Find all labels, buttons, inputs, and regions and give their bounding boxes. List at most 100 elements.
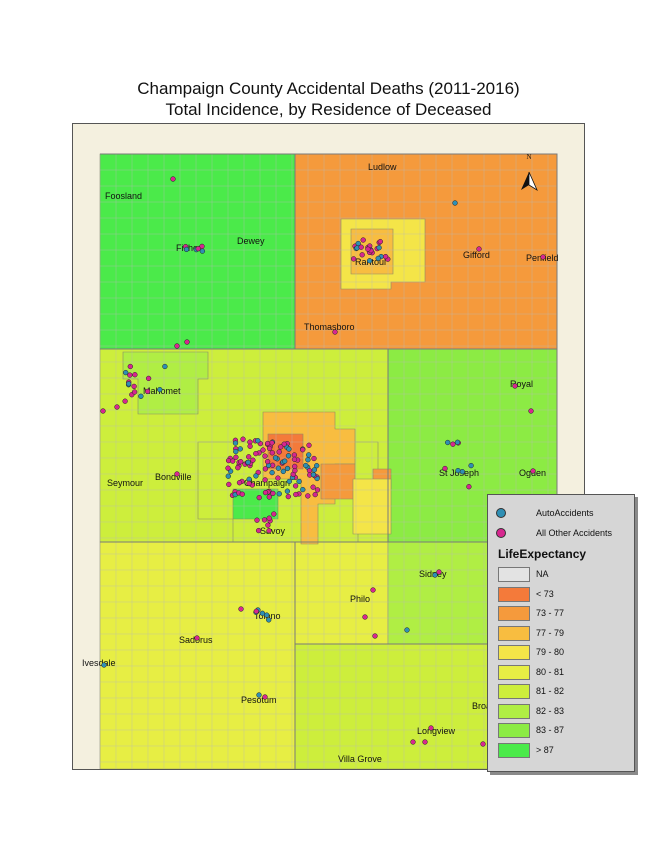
- place-label: Ludlow: [368, 162, 397, 172]
- other-accidents-marker-icon: [496, 528, 506, 538]
- auto-accident-point: [375, 255, 381, 262]
- place-label: Royal: [510, 379, 533, 389]
- place-label: Pesotum: [241, 695, 277, 705]
- other-accident-point: [332, 329, 338, 335]
- other-accident-point: [239, 491, 245, 497]
- auto-accident-point: [275, 465, 282, 471]
- other-accident-point: [246, 480, 252, 487]
- auto-accident-point: [245, 459, 251, 466]
- auto-accident-point: [459, 469, 466, 475]
- other-accident-point: [271, 511, 277, 517]
- other-accident-point: [174, 343, 180, 349]
- other-accident-point: [174, 471, 180, 477]
- other-accident-point: [530, 468, 536, 474]
- map-frame: N Foosland Fisher Dewey Ludlow Rantoul G…: [72, 123, 585, 770]
- other-accident-point: [195, 246, 201, 252]
- auto-accident-point: [454, 439, 461, 445]
- other-accident-point: [246, 454, 252, 460]
- place-label: Savoy: [260, 526, 286, 536]
- auto-accident-point: [284, 488, 291, 494]
- other-accident-point: [250, 457, 256, 463]
- auto-accident-point: [445, 439, 451, 446]
- legend-swatch: [498, 586, 530, 602]
- other-accident-point: [145, 375, 152, 382]
- other-accident-point: [266, 515, 272, 521]
- place-label: Dewey: [237, 236, 265, 246]
- other-accident-point: [265, 522, 271, 528]
- auto-accident-point: [314, 463, 320, 469]
- other-accident-point: [476, 246, 482, 252]
- legend-class-label: NA: [536, 569, 549, 579]
- other-accident-point: [170, 176, 176, 182]
- place-label: Ivesdale: [82, 658, 116, 668]
- region-south-central: [294, 541, 389, 645]
- legend-class-label: 82 - 83: [536, 705, 565, 716]
- auto-accident-point: [101, 662, 107, 668]
- other-accident-point: [359, 252, 365, 258]
- place-label: Philo: [350, 594, 370, 604]
- auto-accident-point: [282, 458, 288, 464]
- other-accident-point: [358, 244, 364, 250]
- other-accident-point: [226, 481, 232, 488]
- other-accident-point: [372, 633, 378, 639]
- auto-accident-point: [138, 393, 144, 399]
- other-accident-point: [300, 447, 306, 453]
- other-accident-point: [262, 694, 268, 700]
- other-accident-point: [512, 383, 518, 389]
- other-accident-point: [194, 635, 200, 641]
- other-accident-point: [305, 493, 311, 499]
- other-accident-point: [233, 454, 239, 460]
- other-accident-point: [127, 372, 133, 378]
- other-accident-point: [253, 608, 259, 614]
- other-accident-point: [261, 517, 268, 523]
- auto-accident-point: [237, 446, 243, 452]
- other-accident-point: [253, 450, 259, 457]
- other-accident-point: [264, 440, 271, 447]
- auto-accident-point: [452, 200, 458, 206]
- other-accident-point: [311, 455, 317, 462]
- other-accident-point: [312, 491, 318, 498]
- auto-accident-point: [259, 610, 266, 616]
- other-accident-point: [278, 444, 284, 450]
- other-accident-point: [362, 614, 368, 620]
- legend-swatch: [498, 664, 530, 680]
- auto-accident-point: [311, 467, 318, 473]
- auto-accident-point: [303, 462, 309, 469]
- legend-swatch: [498, 645, 530, 660]
- other-accident-point: [262, 489, 269, 496]
- legend-swatch: [498, 703, 530, 719]
- legend-class-label: 77 - 79: [536, 627, 565, 638]
- place-label: Champaign: [244, 478, 290, 488]
- other-accidents-label: All Other Accidents: [536, 528, 613, 538]
- other-accident-point: [450, 441, 456, 447]
- region-mahomet: [122, 351, 209, 415]
- auto-accident-point: [183, 246, 190, 253]
- map-title-line2: Total Incidence, by Residence of Decease…: [165, 100, 492, 119]
- other-accident-point: [365, 246, 371, 252]
- other-accident-point: [528, 408, 534, 414]
- other-accident-point: [382, 253, 389, 260]
- place-label: Gifford: [463, 250, 490, 260]
- other-accident-point: [260, 447, 266, 453]
- other-accident-point: [350, 256, 357, 262]
- other-accident-point: [127, 363, 133, 370]
- other-accident-point: [240, 436, 246, 442]
- legend-class-label: < 73: [536, 588, 554, 599]
- other-accident-point: [314, 487, 321, 493]
- other-accident-point: [266, 494, 272, 500]
- legend-swatch: [498, 684, 530, 699]
- other-accident-point: [292, 483, 299, 489]
- other-accident-point: [275, 475, 281, 481]
- auto-accident-point: [253, 473, 259, 479]
- legend-class-label: 79 - 80: [536, 647, 565, 657]
- other-accident-point: [422, 739, 428, 745]
- other-accident-point: [256, 494, 262, 501]
- other-accident-point: [281, 441, 287, 447]
- legend-swatch: [498, 567, 530, 582]
- auto-accident-point: [233, 448, 239, 455]
- other-accident-point: [225, 465, 231, 471]
- legend-swatch: [498, 625, 530, 641]
- auto-accident-point: [256, 692, 262, 698]
- auto-accident-point: [255, 438, 261, 444]
- map-title: Champaign County Accidental Deaths (2011…: [0, 78, 657, 120]
